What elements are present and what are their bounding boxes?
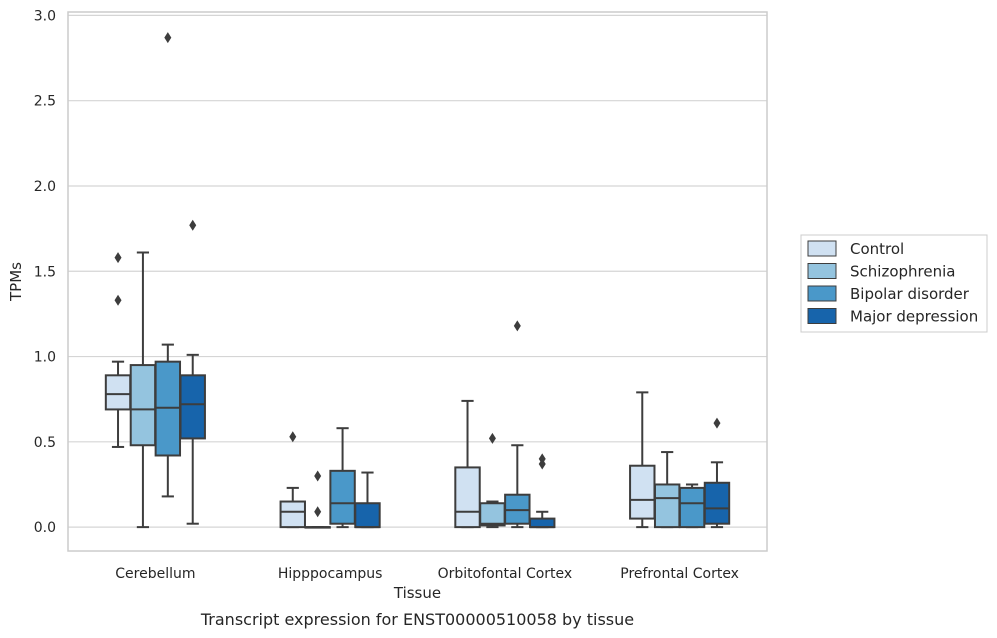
box-major-depression bbox=[179, 219, 206, 525]
box-iqr bbox=[479, 502, 506, 527]
y-tick-label: 0.0 bbox=[34, 520, 56, 536]
outlier-point bbox=[513, 320, 521, 332]
plot-area-frame bbox=[67, 11, 768, 552]
box-bipolar-disorder bbox=[504, 320, 531, 529]
legend-item: Control bbox=[807, 240, 904, 258]
box-iqr bbox=[629, 464, 656, 520]
box-iqr bbox=[653, 483, 681, 529]
box-iqr bbox=[354, 502, 381, 529]
box-control bbox=[454, 399, 481, 529]
y-tick-label: 2.0 bbox=[34, 179, 56, 195]
legend-label: Bipolar disorder bbox=[850, 285, 970, 303]
y-tick-label: 1.5 bbox=[34, 264, 56, 280]
box-iqr bbox=[104, 374, 132, 411]
legend-swatch bbox=[807, 285, 837, 302]
legend-item: Schizophrenia bbox=[807, 263, 955, 281]
legend-swatch bbox=[807, 240, 837, 257]
box-iqr bbox=[703, 481, 731, 525]
boxes bbox=[104, 32, 731, 529]
box-iqr bbox=[329, 469, 356, 525]
legend-item: Major depression bbox=[807, 308, 978, 326]
box-iqr bbox=[678, 486, 706, 529]
y-tick-label: 2.5 bbox=[34, 94, 56, 110]
y-tick-label: 3.0 bbox=[34, 8, 56, 24]
box-schizophrenia bbox=[304, 470, 331, 529]
x-tick-label: Cerebellum bbox=[115, 566, 195, 582]
box-iqr bbox=[454, 466, 481, 529]
outlier-point bbox=[289, 431, 297, 443]
legend-swatch bbox=[807, 308, 837, 324]
outlier-point bbox=[114, 252, 122, 264]
box-major-depression bbox=[529, 453, 556, 529]
legend-item: Bipolar disorder bbox=[807, 285, 970, 303]
legend-swatch bbox=[807, 263, 837, 279]
box-control bbox=[279, 431, 306, 529]
gridlines bbox=[68, 14, 767, 528]
box-schizophrenia bbox=[129, 251, 157, 529]
x-tick-label: Orbitofontal Cortex bbox=[438, 566, 573, 582]
legend-label: Schizophrenia bbox=[850, 263, 955, 281]
outlier-point bbox=[713, 417, 721, 429]
y-axis-label: TPMs bbox=[7, 262, 25, 302]
outlier-point bbox=[189, 219, 197, 231]
box-iqr bbox=[279, 500, 306, 529]
x-tick-label: Hipppocampus bbox=[278, 566, 383, 582]
outlier-point bbox=[538, 458, 546, 470]
box-iqr bbox=[529, 517, 556, 529]
outlier-point bbox=[164, 32, 172, 44]
legend-label: Major depression bbox=[850, 308, 978, 326]
outlier-point bbox=[488, 432, 496, 444]
box-control bbox=[104, 252, 132, 448]
outlier-point bbox=[314, 470, 322, 482]
x-axis-label: Tissue bbox=[393, 584, 441, 602]
box-schizophrenia bbox=[479, 432, 506, 529]
outlier-point bbox=[314, 506, 322, 518]
box-major-depression bbox=[354, 471, 381, 529]
box-schizophrenia bbox=[653, 451, 681, 529]
outlier-point bbox=[114, 294, 122, 306]
box-bipolar-disorder bbox=[154, 32, 182, 498]
x-axis-ticks: Cerebellum Hipppocampus Orbitofontal Corte… bbox=[115, 566, 739, 582]
y-tick-label: 0.5 bbox=[34, 435, 56, 451]
y-tick-label: 1.0 bbox=[34, 350, 56, 366]
legend-label: Control bbox=[850, 240, 904, 258]
box-control bbox=[629, 391, 656, 529]
figure-caption: Transcript expression for ENST0000051005… bbox=[200, 610, 634, 629]
legend: Control Schizophrenia Bipolar disorder Majo… bbox=[800, 234, 988, 333]
box-bipolar-disorder bbox=[329, 427, 356, 529]
box-bipolar-disorder bbox=[678, 483, 706, 529]
y-axis-ticks: 0.0 0.5 1.0 1.5 2.0 2.5 3.0 bbox=[34, 8, 56, 536]
box-iqr bbox=[129, 364, 157, 447]
x-tick-label: Prefrontal Cortex bbox=[620, 566, 739, 582]
box-iqr bbox=[179, 374, 206, 440]
box-major-depression bbox=[703, 417, 731, 529]
